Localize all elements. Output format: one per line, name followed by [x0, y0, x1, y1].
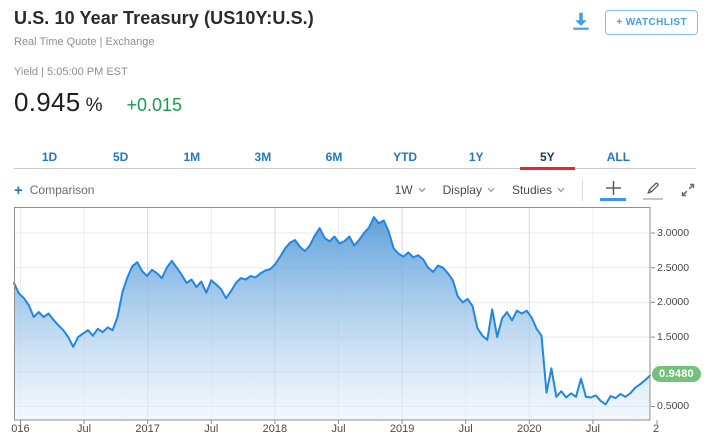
- crosshair-tool-button[interactable]: [600, 180, 626, 201]
- interval-dropdown[interactable]: 1W: [395, 183, 426, 197]
- price-change: +0.015: [126, 95, 183, 115]
- tab-5y[interactable]: 5Y: [512, 147, 583, 170]
- quote-block: Yield | 5:05:00 PM EST 0.945 % +0.015: [14, 66, 182, 118]
- chevron-down-icon: [418, 187, 426, 193]
- y-axis-label: 2.5000: [657, 261, 690, 274]
- x-axis-label: 2018: [262, 423, 288, 435]
- price-chart[interactable]: 3.0000 2.5000 2.0000 1.5000 0.5000 016 Jul 201…: [0, 207, 710, 446]
- header-actions: + WATCHLIST: [569, 10, 698, 35]
- x-axis-label: Jul: [77, 423, 92, 435]
- expand-icon: [681, 183, 695, 197]
- chart-toolbar: + Comparison 1W Display Studies: [14, 176, 696, 204]
- header: U.S. 10 Year Treasury (US10Y:U.S.) Real …: [14, 8, 698, 60]
- plus-icon: +: [14, 181, 23, 199]
- x-axis-label: 2019: [389, 423, 415, 435]
- chevron-down-icon: [487, 187, 495, 193]
- page-title: U.S. 10 Year Treasury (US10Y:U.S.): [14, 8, 314, 28]
- y-axis-label: 3.0000: [657, 227, 690, 240]
- y-axis-label: 2.0000: [657, 296, 690, 309]
- x-axis-label: Jul: [204, 423, 219, 435]
- tab-1y[interactable]: 1Y: [468, 150, 484, 164]
- tab-1d[interactable]: 1D: [41, 150, 58, 164]
- tab-ytd[interactable]: YTD: [393, 150, 418, 164]
- active-tool-indicator: [600, 197, 626, 201]
- download-button[interactable]: [569, 10, 593, 34]
- x-axis-label: 2: [652, 423, 660, 435]
- quote-source: Real Time Quote | Exchange: [14, 36, 155, 48]
- x-axis-label: 2020: [517, 423, 542, 435]
- display-dropdown[interactable]: Display: [443, 183, 495, 197]
- y-axis-label: 0.5000: [657, 400, 690, 413]
- tab-5d[interactable]: 5D: [112, 150, 129, 164]
- download-icon: [573, 12, 590, 30]
- draw-tool-button[interactable]: [643, 181, 663, 200]
- comparison-label: Comparison: [29, 183, 95, 197]
- chart-canvas[interactable]: [0, 207, 710, 427]
- tab-6m[interactable]: 6M: [325, 150, 343, 164]
- price-row: 0.945 % +0.015: [14, 87, 182, 118]
- x-axis-label: Jul: [331, 423, 346, 435]
- y-axis-label: 1.5000: [657, 331, 690, 344]
- price-value: 0.945: [14, 87, 81, 117]
- x-axis-label: Jul: [585, 423, 600, 435]
- tool-underline: [643, 197, 663, 200]
- last-price-badge: 0.9480: [652, 366, 701, 383]
- x-axis-label: 016: [11, 423, 30, 435]
- tab-all[interactable]: ALL: [606, 150, 631, 164]
- watchlist-button[interactable]: + WATCHLIST: [605, 10, 698, 35]
- toolbar-divider: [582, 179, 583, 201]
- quote-time-label: Yield | 5:05:00 PM EST: [14, 66, 128, 78]
- crosshair-icon: [605, 180, 621, 195]
- studies-label: Studies: [511, 183, 552, 197]
- studies-dropdown[interactable]: Studies: [512, 183, 565, 197]
- chevron-down-icon: [557, 187, 565, 193]
- fullscreen-button[interactable]: [680, 182, 696, 198]
- tabs-divider: [14, 168, 696, 169]
- tab-1m[interactable]: 1M: [183, 150, 201, 164]
- comparison-button[interactable]: + Comparison: [14, 183, 94, 198]
- pencil-icon: [647, 182, 659, 194]
- display-label: Display: [442, 183, 482, 197]
- price-unit: %: [85, 95, 103, 116]
- x-axis-label: Jul: [458, 423, 473, 435]
- x-axis-label: 2017: [135, 423, 160, 435]
- toolbar-right: 1W Display Studies: [395, 179, 696, 201]
- tab-3m[interactable]: 3M: [254, 150, 272, 164]
- range-tabs: 1D 5D 1M 3M 6M YTD 1Y 5Y ALL: [14, 147, 654, 170]
- interval-value: 1W: [394, 183, 413, 197]
